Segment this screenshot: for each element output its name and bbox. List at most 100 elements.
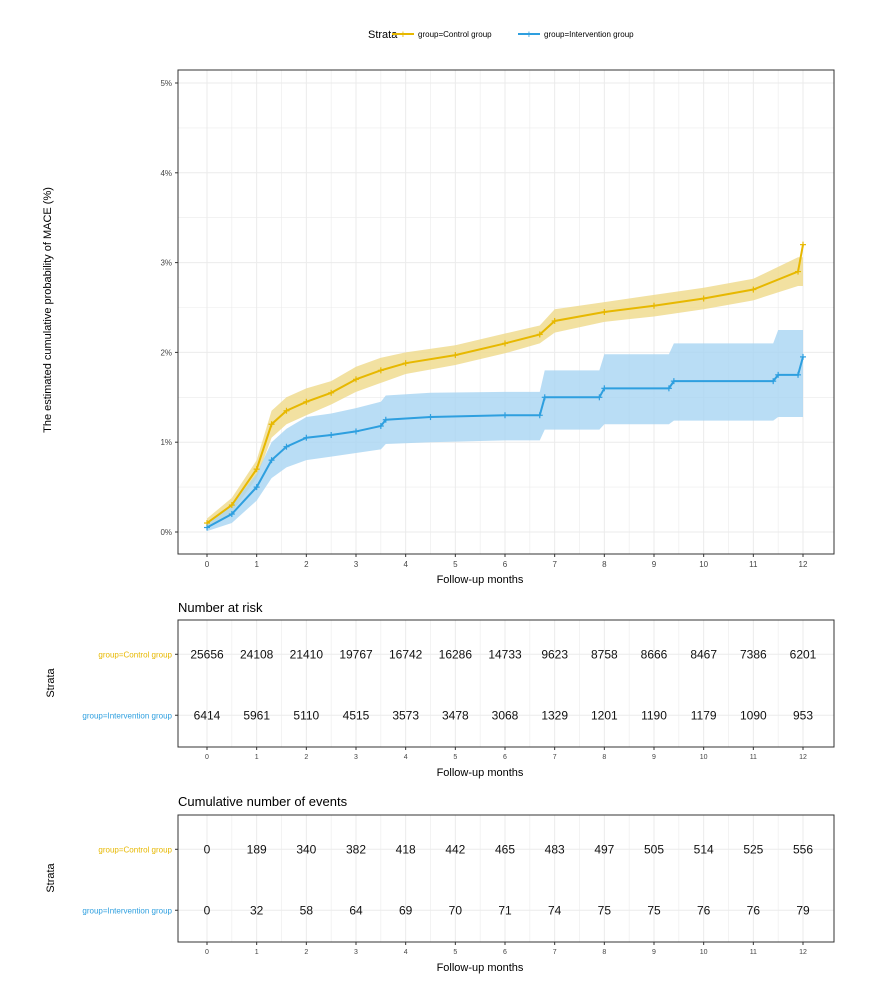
intervention-table-cell: 3478 (442, 708, 469, 722)
control-censor-mark (253, 466, 260, 473)
risk-table-frame (177, 619, 835, 748)
intervention-table-cell: 1329 (541, 708, 568, 722)
table-x-tick-label: 10 (700, 949, 708, 956)
control-censor-mark (452, 352, 459, 359)
intervention-censor-mark (800, 353, 806, 360)
table-x-tick-label: 1 (255, 754, 259, 761)
x-tick-label: 12 (799, 560, 808, 569)
intervention-censor-mark (670, 378, 677, 385)
table-x-tick-label: 11 (750, 754, 757, 761)
intervention-curve (206, 356, 804, 529)
control-censor-mark (283, 407, 290, 414)
control-table-cell: 16742 (389, 647, 423, 661)
table-x-tick-label: 2 (304, 754, 308, 761)
survival-lines (204, 241, 806, 531)
control-table-cell: 382 (346, 842, 366, 856)
intervention-table-cell: 69 (399, 903, 413, 917)
table-x-tick-label: 10 (700, 754, 708, 761)
events-x-axis-title: Follow-up months (437, 962, 524, 974)
table-x-tick-label: 9 (652, 754, 656, 761)
confidence-bands (207, 257, 803, 532)
x-tick-label: 1 (254, 560, 259, 569)
x-tick-label: 4 (403, 560, 408, 569)
y-tick-label: 2% (160, 348, 172, 357)
x-tick-label: 6 (503, 560, 508, 569)
table-x-tick-label: 6 (503, 949, 507, 956)
intervention-confidence-band (207, 329, 803, 532)
y-tick-label: 5% (160, 79, 172, 88)
x-tick-label: 2 (304, 560, 309, 569)
control-table-cell: 8758 (591, 647, 618, 661)
intervention-censor-mark (427, 414, 434, 421)
intervention-table-cell: 75 (598, 903, 612, 917)
control-censor-mark (377, 367, 384, 374)
control-table-cell: 525 (743, 842, 763, 856)
intervention-censor-mark (795, 371, 802, 378)
events-row-labels: group=Control group group=Intervention gr… (82, 845, 178, 915)
intervention-censor-mark (204, 524, 210, 531)
intervention-table-cell: 953 (793, 708, 813, 722)
intervention-censor-mark (303, 434, 310, 441)
control-censor-mark (228, 502, 235, 509)
table-x-tick-label: 8 (602, 949, 606, 956)
events-table-title: Cumulative number of events (178, 794, 348, 809)
table-x-tick-label: 12 (799, 754, 807, 761)
control-table-cell: 8467 (690, 647, 717, 661)
row-label-intervention: group=Intervention group (82, 906, 172, 915)
control-table-cell: 6201 (790, 647, 817, 661)
control-table-cell: 556 (793, 842, 813, 856)
intervention-table-cell: 6414 (194, 708, 221, 722)
table-x-tick-label: 1 (255, 949, 259, 956)
intervention-table-cell: 3068 (492, 708, 519, 722)
intervention-table-cell: 5961 (243, 708, 270, 722)
table-x-tick-label: 0 (205, 949, 209, 956)
legend-marker-intervention: + (526, 29, 532, 41)
row-label-control: group=Control group (98, 845, 172, 854)
control-table-cell: 442 (445, 842, 465, 856)
control-curve (206, 244, 804, 524)
table-x-tick-label: 3 (354, 754, 358, 761)
x-tick-label: 8 (602, 560, 607, 569)
control-table-cell: 483 (545, 842, 565, 856)
row-label-intervention: group=Intervention group (82, 711, 172, 720)
intervention-table-cell: 1090 (740, 708, 767, 722)
legend: Strata + group=Control group + group=Int… (368, 29, 634, 41)
intervention-table-cell: 3573 (392, 708, 419, 722)
events-x-tick-labels: 0 1 2 3 4 5 6 7 8 9 10 11 12 (205, 942, 807, 956)
legend-label-control: group=Control group (418, 30, 492, 39)
table-x-tick-label: 11 (750, 949, 757, 956)
control-censor-mark (353, 376, 359, 383)
intervention-table-cell: 76 (747, 903, 761, 917)
control-censor-mark (402, 360, 409, 367)
control-censor-mark (268, 421, 275, 428)
legend-label-intervention: group=Intervention group (544, 30, 634, 39)
intervention-table-cell: 1201 (591, 708, 618, 722)
intervention-censor-mark (353, 428, 359, 435)
control-table-cell: 340 (296, 842, 316, 856)
intervention-censor-mark (541, 394, 548, 401)
x-tick-label: 3 (354, 560, 359, 569)
intervention-censor-mark (596, 394, 603, 401)
intervention-censor-mark (536, 412, 543, 419)
control-table-cell: 7386 (740, 647, 767, 661)
control-table-cell: 19767 (339, 647, 373, 661)
control-censor-mark (800, 241, 806, 248)
y-tick-label: 3% (160, 259, 172, 268)
x-tick-labels: 0 1 2 3 4 5 6 7 8 9 10 11 12 (205, 554, 808, 569)
x-tick-label: 0 (205, 560, 210, 569)
events-cells: 0 189 340 382 418 442 465 483 497 505 514 525 556 0 32… (204, 842, 814, 917)
risk-cells: 25656 24108 21410 19767 16742 16286 14733 9623 8… (190, 647, 816, 722)
intervention-table-cell: 70 (449, 903, 463, 917)
y-tick-labels: 0% 1% 2% 3% 4% 5% (160, 79, 178, 537)
control-table-cell: 21410 (290, 647, 324, 661)
row-label-control: group=Control group (98, 650, 172, 659)
risk-x-axis-title: Follow-up months (437, 767, 524, 779)
intervention-censor-mark (382, 416, 389, 423)
intervention-censor-mark (502, 412, 508, 419)
intervention-table-cell: 58 (300, 903, 314, 917)
intervention-table-cell: 1179 (691, 708, 717, 722)
legend-marker-control: + (400, 29, 406, 41)
control-censor-mark (303, 398, 310, 405)
control-table-cell: 16286 (439, 647, 473, 661)
